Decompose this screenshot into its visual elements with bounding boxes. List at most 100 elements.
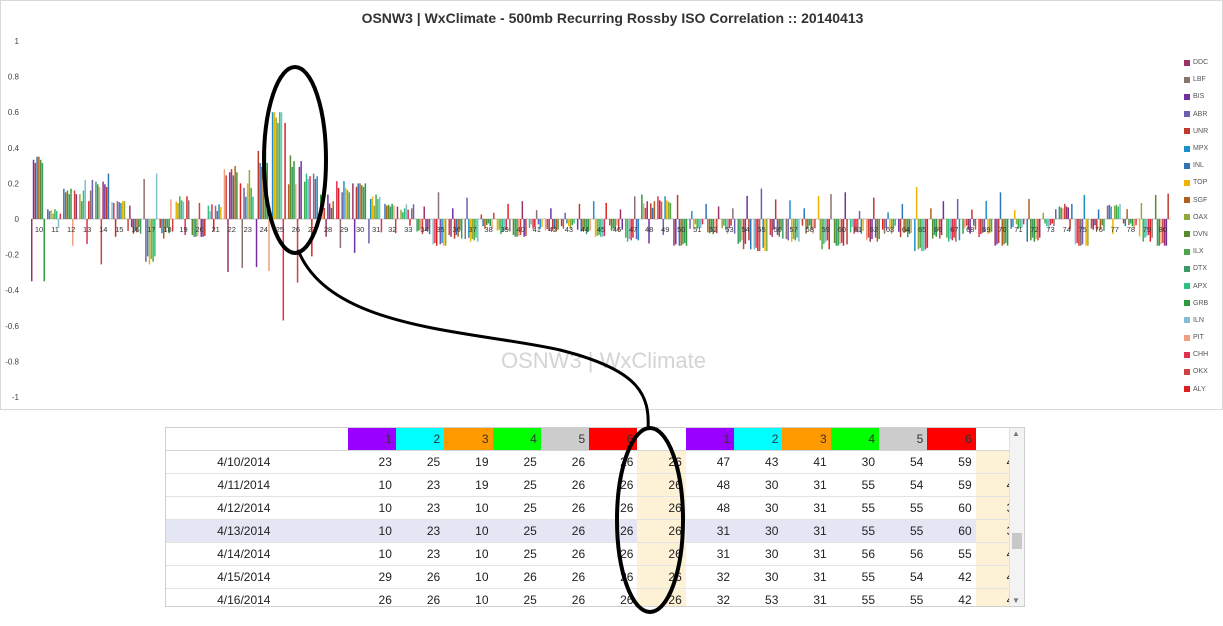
bar [1055,209,1057,219]
bar [612,219,615,229]
bar [691,210,693,219]
bar [1017,219,1020,229]
table-row[interactable]: 4/14/20141023102526262631303156565549 [166,542,1024,566]
bar [164,219,167,232]
bar [448,219,450,236]
table-scrollbar[interactable]: ▲ ▼ [1009,428,1024,606]
bar [403,208,406,219]
bar [362,186,365,219]
bar [57,219,60,228]
bar [225,175,227,219]
x-tick-label: 79 [1143,225,1151,234]
scroll-up-icon[interactable]: ▲ [1012,429,1020,438]
table-row[interactable]: 4/10/20142325192526262647434130545942 [166,450,1024,474]
bar [186,196,188,219]
bar [91,179,94,219]
bar [675,219,677,245]
bar [1026,219,1028,242]
bar [295,184,297,219]
bar [899,219,902,238]
bar [287,184,290,219]
scroll-down-icon[interactable]: ▼ [1012,596,1020,605]
bar [336,181,338,219]
bar [179,196,181,219]
bar [232,175,235,219]
bar [947,219,950,242]
legend-label: UNR [1193,127,1209,135]
bar [1001,219,1004,246]
bar [921,219,923,252]
bar [1021,219,1023,228]
bar [289,155,292,219]
bar [892,219,895,229]
bar [50,210,53,219]
bar [464,219,467,240]
bar [441,219,443,244]
highlight-cell: 26 [637,565,686,589]
bar [726,219,729,234]
bar [889,219,891,230]
bar [241,219,244,268]
bar [261,166,263,219]
bar [402,212,404,219]
bar [1044,219,1046,224]
bar [901,204,904,219]
bar [282,219,285,321]
table-row[interactable]: 4/16/20142626102526262632533155554242 [166,588,1024,606]
bar [400,209,402,219]
x-tick-label: 45 [597,225,605,234]
table-row[interactable]: 4/11/20141023192526262648303155545942 [166,473,1024,497]
bar [981,219,984,233]
legend-label: MPX [1193,145,1209,153]
bar [596,219,599,236]
x-tick-label: 62 [870,225,878,234]
bar [59,213,62,219]
table-row[interactable]: 4/15/20142926102626262632303155544242 [166,565,1024,589]
bar [632,219,634,238]
bar [885,219,888,229]
value-cell: 26 [589,496,638,520]
bar [460,219,463,239]
bar [808,219,811,226]
x-tick-label: 73 [1046,225,1054,234]
bar [134,219,136,232]
value-cell: 30 [734,519,783,543]
bar [344,187,347,219]
legend-item: DVN [1184,226,1208,243]
bar [803,208,805,219]
legend-item: DTX [1184,260,1208,277]
value-cell: 43 [734,450,783,474]
bar [341,192,343,219]
bar [955,219,957,242]
bar [86,219,88,244]
date-cell: 4/16/2014 [166,588,348,606]
y-tick-label: 1 [15,37,20,46]
bar [171,219,174,232]
bar [236,172,238,219]
scroll-thumb[interactable] [1012,533,1022,549]
bar [421,219,424,235]
bar [642,203,645,219]
bar [662,219,665,236]
date-cell: 4/15/2014 [166,565,348,589]
bar [155,173,158,219]
value-cell: 30 [734,542,783,566]
bar [946,219,948,238]
bar [585,219,588,235]
bar [516,219,518,237]
bar [1063,203,1066,219]
bar [450,219,452,237]
bar [523,219,525,237]
bar [428,219,431,235]
bar [594,219,597,237]
bar [1162,219,1164,244]
table-row[interactable]: 4/12/20141023102526262648303155556030 [166,496,1024,520]
value-cell: 25 [492,496,541,520]
header-group2-cell: 6 [927,428,976,451]
value-cell: 26 [589,542,638,566]
bar [566,219,568,224]
bar [908,219,911,234]
bar [980,219,982,234]
bar [644,207,647,219]
table-row[interactable]: 4/13/20141023102526262631303155556030 [166,519,1024,543]
